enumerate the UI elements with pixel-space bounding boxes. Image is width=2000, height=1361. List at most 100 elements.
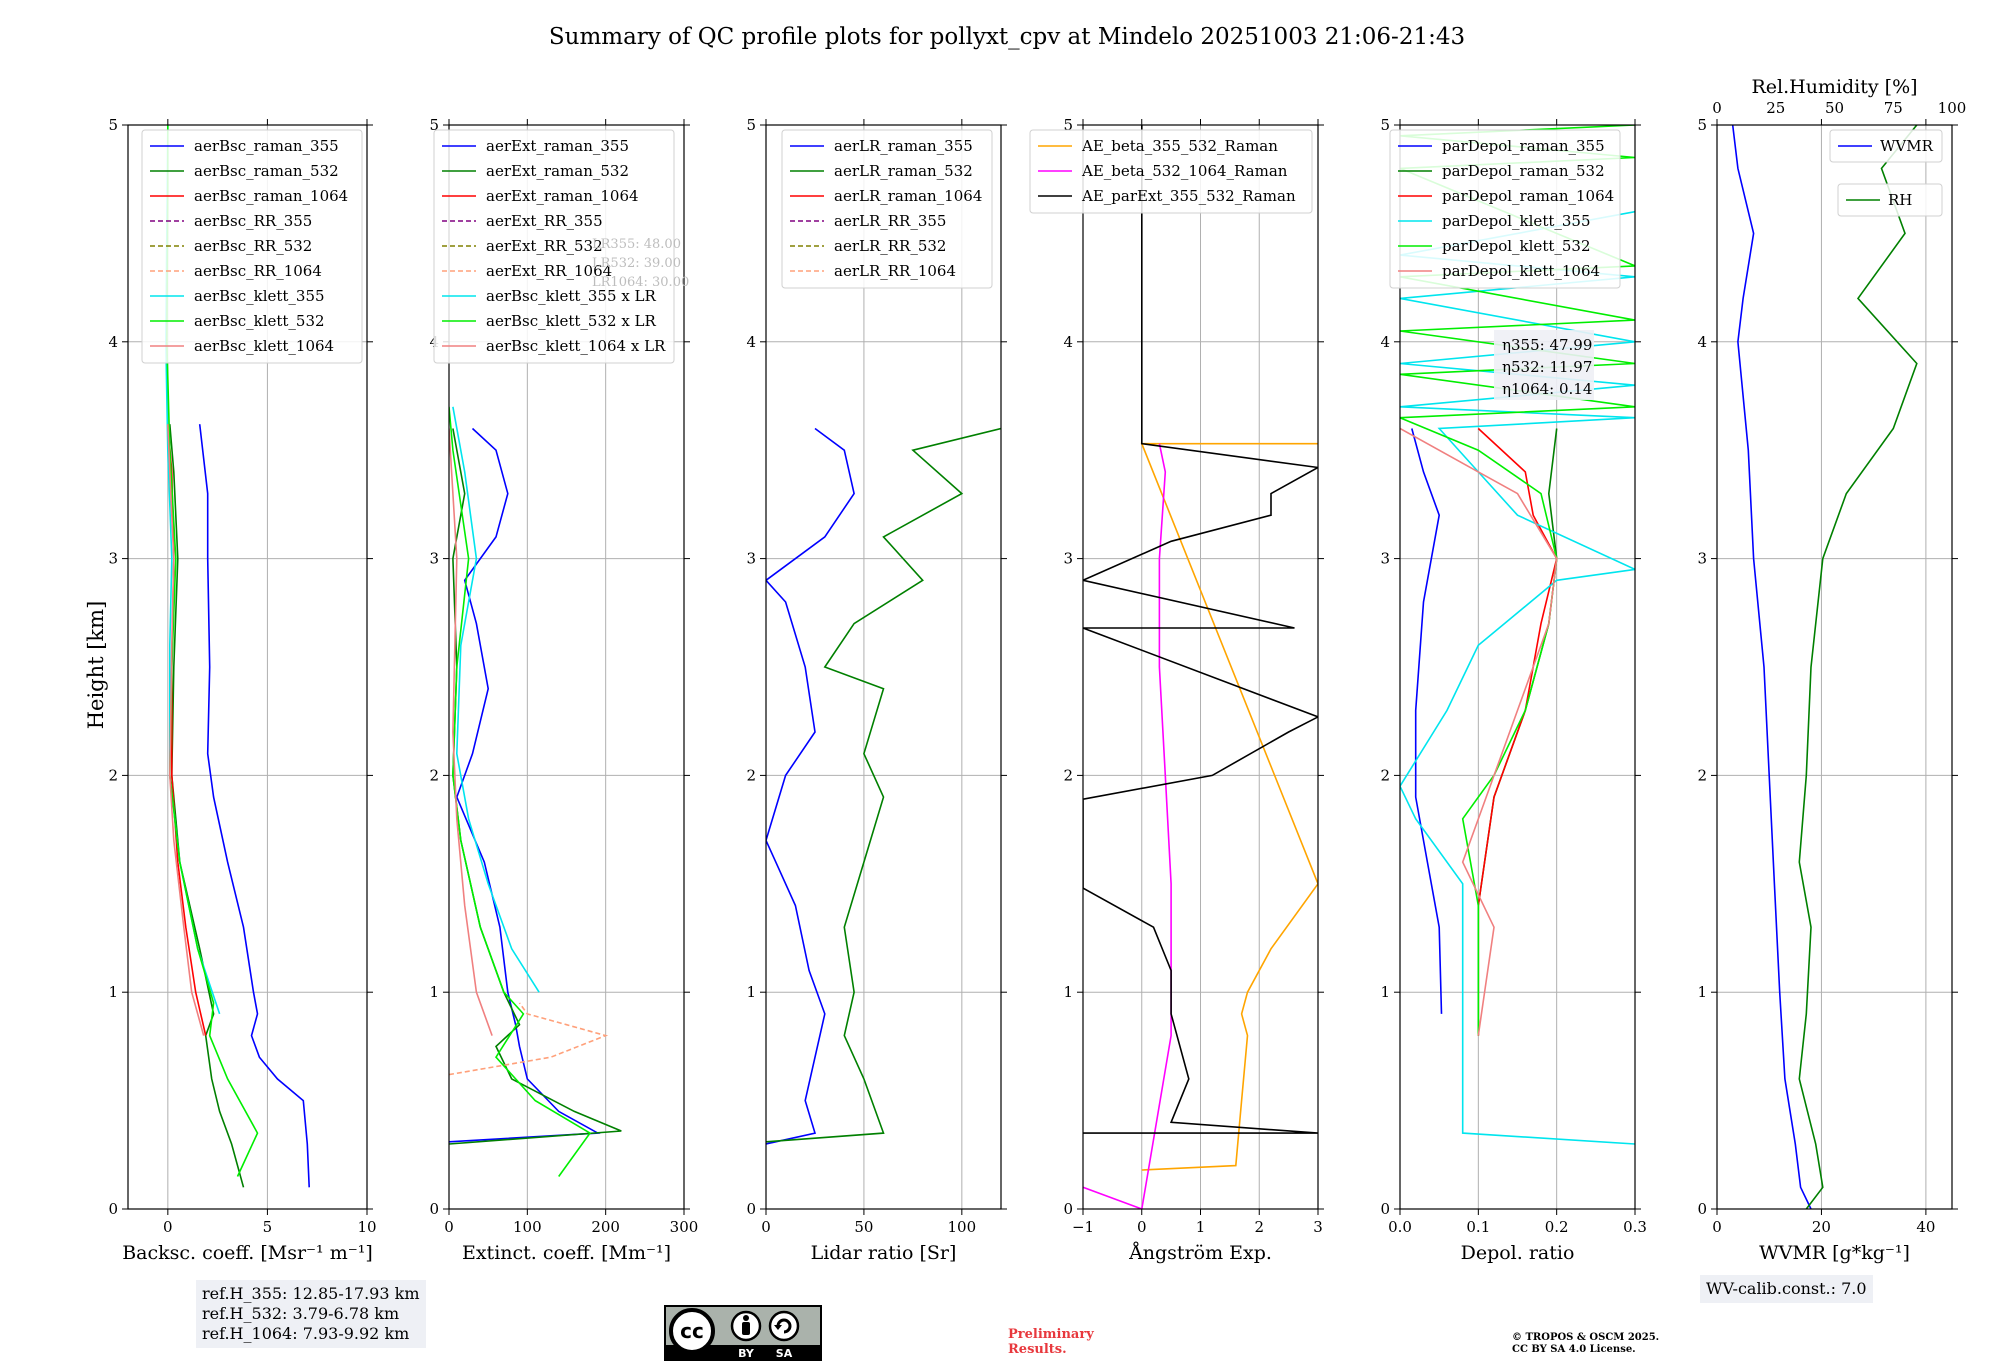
angstrom-ytick-label-1: 1 — [1063, 983, 1073, 1001]
depol-ytick-label-5: 5 — [1380, 116, 1390, 134]
extinction-lidar-ratio-note-0: LR355: 48.00 — [592, 237, 681, 252]
depol-eta-box: η355: 47.99 η532: 11.97 η1064: 0.14 — [1494, 330, 1594, 400]
backscatter-series-aerbsc-raman-355 — [198, 424, 310, 1188]
extinction-ytick-label-3: 3 — [429, 550, 439, 568]
wvmr-top-xtick-label-4: 100 — [1938, 99, 1967, 117]
wvmr-ytick-label-2: 2 — [1697, 766, 1707, 784]
angstrom-ytick-label-2: 2 — [1063, 766, 1073, 784]
depol-legend-label-pardepol-raman-1064: parDepol_raman_1064 — [1442, 187, 1614, 205]
wv-calib-box: WV-calib.const.: 7.0 — [1700, 1275, 1873, 1303]
lidar_ratio-legend-label-aerlr-rr-532: aerLR_RR_532 — [834, 237, 946, 255]
angstrom-legend-label-ae-parext-355-532-raman: AE_parExt_355_532_Raman — [1081, 187, 1296, 205]
lidar_ratio-series-aerlr-raman-355 — [766, 427, 855, 1145]
lidar_ratio-xtick-label-0: 0 — [761, 1218, 771, 1236]
wvmr-top-xtick-label-3: 75 — [1884, 99, 1903, 117]
wvmr-ytick-label-4: 4 — [1697, 333, 1707, 351]
preliminary-line-1: Preliminary — [1008, 1327, 1094, 1342]
angstrom-xtick-label-3: 2 — [1254, 1218, 1264, 1236]
angstrom-ytick-label-5: 5 — [1063, 116, 1073, 134]
copyright-line-2: CC BY SA 4.0 License. — [1512, 1344, 1636, 1355]
ref-height-532: ref.H_532: 3.79-6.78 km — [202, 1304, 400, 1323]
panel-backscatter: 0 5 10 0 1 2 3 4 5 Backsc. coeff. [Msr⁻¹ m⁻¹] aerB… — [108, 116, 376, 1264]
angstrom-ytick-label-3: 3 — [1063, 550, 1073, 568]
extinction-ytick-label-0: 0 — [429, 1200, 439, 1218]
backscatter-legend-box — [141, 129, 363, 364]
angstrom-xtick-label-2: 1 — [1196, 1218, 1206, 1236]
extinction-xtick-label-2: 200 — [591, 1218, 620, 1236]
backscatter-legend-label-aerbsc-rr-1064: aerBsc_RR_1064 — [194, 262, 322, 280]
lidar_ratio-ytick-label-2: 2 — [746, 766, 756, 784]
wvmr-top-xlabel: Rel.Humidity [%] — [1751, 76, 1917, 98]
depol-eta-label-2: η1064: 0.14 — [1502, 380, 1592, 398]
depol-ytick-label-2: 2 — [1380, 766, 1390, 784]
lidar_ratio-legend-label-aerlr-raman-532: aerLR_raman_532 — [834, 162, 973, 180]
copyright-line-1: © TROPOS & OSCM 2025. — [1512, 1332, 1660, 1343]
depol-series-pardepol-raman-355 — [1411, 428, 1443, 1014]
wvmr-xtick-label-2: 40 — [1916, 1218, 1935, 1236]
lidar_ratio-series-aerlr-raman-532 — [766, 427, 1001, 1143]
sa-share-icon — [768, 1310, 800, 1342]
wvmr-xlabel: WVMR [g*kg⁻¹] — [1759, 1242, 1910, 1264]
extinction-legend-label-aerext-rr-1064: aerExt_RR_1064 — [486, 262, 612, 280]
depol-xtick-label-1: 0.1 — [1466, 1218, 1490, 1236]
figure-title: Summary of QC profile plots for pollyxt_… — [549, 24, 1465, 50]
ref-height-355: ref.H_355: 12.85-17.93 km — [202, 1284, 420, 1303]
wvmr-ytick-label-1: 1 — [1697, 983, 1707, 1001]
y-axis-label: Height [km] — [84, 601, 108, 730]
angstrom-xtick-label-1: 0 — [1137, 1218, 1147, 1236]
backscatter-xtick-label-0: 0 — [163, 1218, 173, 1236]
backscatter-legend-label-aerbsc-klett-355: aerBsc_klett_355 — [194, 287, 325, 305]
depol-ytick-label-0: 0 — [1380, 1200, 1390, 1218]
panel-extinction: 0100200300012345Extinct. coeff. [Mm⁻¹]ae… — [429, 116, 698, 1264]
extinction-xtick-label-3: 300 — [670, 1218, 699, 1236]
copyright-note: © TROPOS & OSCM 2025. CC BY SA 4.0 Licen… — [1512, 1332, 1659, 1356]
lidar_ratio-ytick-label-0: 0 — [746, 1200, 756, 1218]
backscatter-legend-label-aerbsc-rr-355: aerBsc_RR_355 — [194, 212, 312, 230]
angstrom-series-ae-beta-355-532-raman — [1140, 442, 1318, 1171]
ref-height-1064: ref.H_1064: 7.93-9.92 km — [202, 1324, 410, 1343]
depol-xtick-label-2: 0.2 — [1545, 1218, 1569, 1236]
angstrom-legend-label-ae-beta-532-1064-raman: AE_beta_532_1064_Raman — [1081, 162, 1288, 180]
extinction-legend-label-aerext-raman-532: aerExt_raman_532 — [486, 162, 629, 180]
panel-lidar_ratio: 0 50 100 0 1 2 3 4 5 Lidar ratio [Sr] aerLR_raman_… — [746, 116, 1007, 1264]
depol-legend-label-pardepol-raman-532: parDepol_raman_532 — [1442, 162, 1605, 180]
wvmr-top-xtick-label-0: 0 — [1712, 99, 1722, 117]
angstrom-series-ae-parext-355-532-raman — [1083, 125, 1318, 1134]
depol-xlabel: Depol. ratio — [1461, 1242, 1575, 1264]
wvmr-xtick-label-0: 0 — [1712, 1218, 1722, 1236]
wvmr-xtick-label-1: 20 — [1812, 1218, 1831, 1236]
rh-legend-box — [1837, 183, 1943, 217]
lidar_ratio-legend-label-aerlr-raman-355: aerLR_raman_355 — [834, 137, 973, 155]
extinction-xlabel: Extinct. coeff. [Mm⁻¹] — [462, 1242, 671, 1264]
lidar_ratio-ytick-label-1: 1 — [746, 983, 756, 1001]
angstrom-xtick-label-4: 3 — [1313, 1218, 1323, 1236]
extinction-legend-label-aerext-raman-1064: aerExt_raman_1064 — [486, 187, 639, 205]
extinction-ytick-label-1: 1 — [429, 983, 439, 1001]
extinction-series — [449, 406, 622, 1177]
extinction-series-aerext-raman-532 — [449, 428, 622, 1145]
depol-series-pardepol-klett-1064 — [1400, 427, 1558, 1036]
lidar_ratio-legend-label-aerlr-rr-355: aerLR_RR_355 — [834, 212, 946, 230]
backscatter-series-aerbsc-raman-532 — [169, 424, 245, 1188]
cc-badge-sa: SA — [776, 1347, 793, 1360]
extinction-ytick-label-2: 2 — [429, 766, 439, 784]
preliminary-note: Preliminary Results. — [1008, 1327, 1094, 1357]
depol-series-pardepol-klett-355 — [1400, 210, 1635, 1145]
backscatter-axes-frame — [127, 124, 368, 1210]
lidar_ratio-axes-frame — [765, 124, 1002, 1210]
depol-series-pardepol-raman-1064 — [1477, 427, 1558, 1036]
cc-badge-by: BY — [738, 1347, 755, 1360]
panel-depol: 0.0 0.1 0.2 0.3 0 1 2 3 4 5 Depol. ratio parDepol_r… — [1380, 116, 1646, 1264]
backscatter-ytick-label-4: 4 — [108, 333, 118, 351]
wvmr-legend: WVMR — [1829, 129, 1943, 163]
backscatter-xlabel: Backsc. coeff. [Msr⁻¹ m⁻¹] — [122, 1242, 373, 1264]
lidar_ratio-ytick-label-3: 3 — [746, 550, 756, 568]
depol-eta-label-0: η355: 47.99 — [1502, 336, 1592, 354]
angstrom-legend-label-ae-beta-355-532-raman: AE_beta_355_532_Raman — [1081, 137, 1278, 155]
wvmr-ytick-label-3: 3 — [1697, 550, 1707, 568]
lidar_ratio-series — [766, 427, 1001, 1145]
extinction-series-aerbsc-klett-355-x-lr — [452, 406, 540, 993]
by-person-icon — [730, 1310, 762, 1342]
rh-legend-label-rh: RH — [1888, 191, 1912, 209]
